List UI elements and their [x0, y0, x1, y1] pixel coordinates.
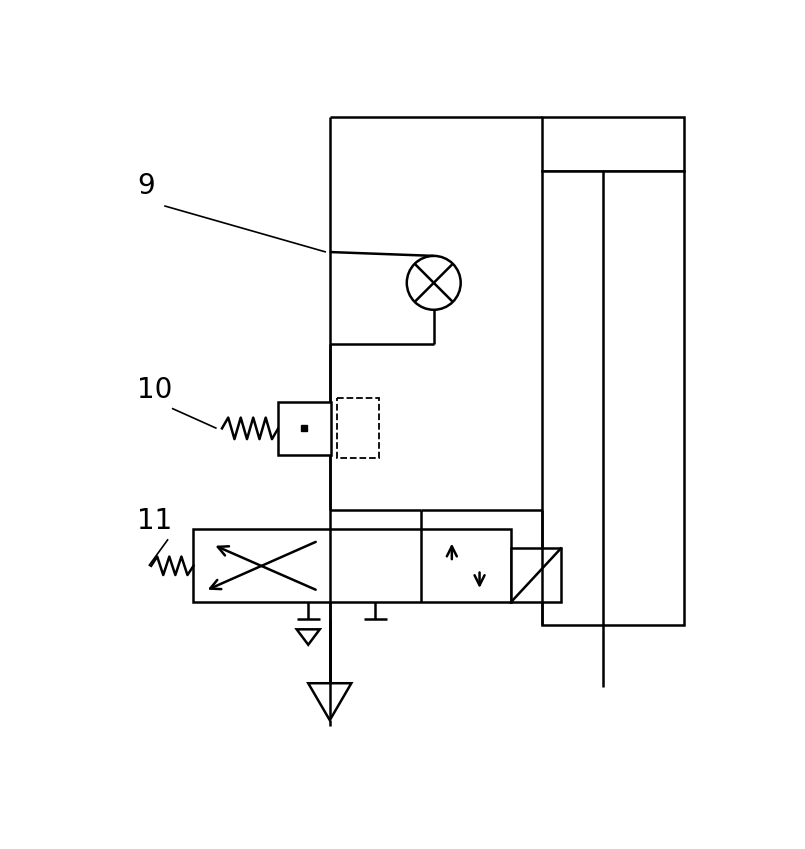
Bar	[279, 402, 331, 454]
Text: 11: 11	[138, 507, 172, 535]
Bar	[542, 171, 684, 626]
Bar	[193, 529, 510, 603]
Text: 9: 9	[138, 172, 155, 200]
Bar	[510, 548, 561, 603]
Bar	[336, 398, 379, 458]
Bar	[542, 117, 684, 171]
Text: 10: 10	[138, 376, 172, 404]
